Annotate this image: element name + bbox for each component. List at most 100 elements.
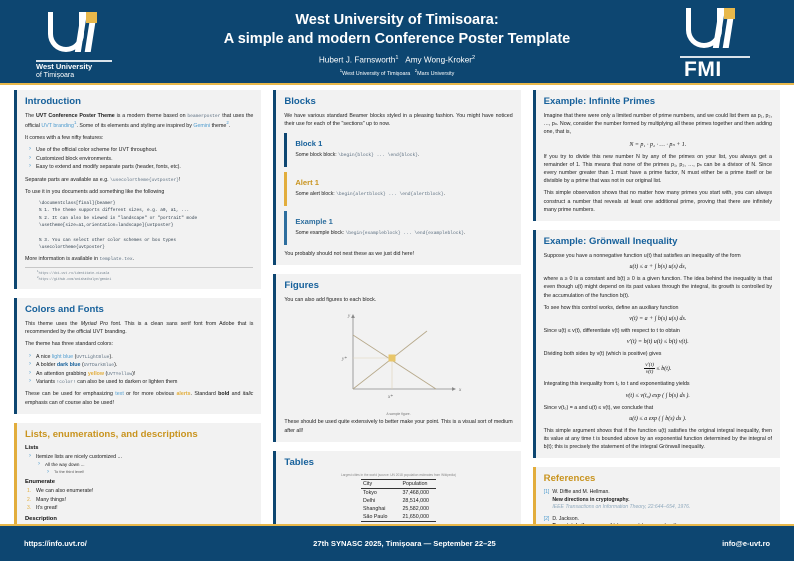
intro-footnote-marker-1[interactable]: 1: [73, 120, 77, 126]
cell-population: 21,650,000: [394, 512, 436, 522]
footer-email-link[interactable]: info@e-uvt.ro: [722, 539, 770, 548]
footnote-1[interactable]: 1https://dci.uvt.ro/identitate-vizuala: [37, 270, 253, 276]
table-col-city: City: [361, 478, 395, 489]
footnote-2-marker: 2: [37, 276, 39, 280]
column-left: Introduction The UVT Conference Poster T…: [14, 90, 262, 547]
cell-population: 28,514,000: [402, 497, 429, 504]
table-header-row: City Population: [361, 478, 436, 489]
color-item-1-code: UVTDarkBlue: [83, 363, 115, 369]
footer-website-link[interactable]: https://info.uvt.ro/: [24, 539, 87, 548]
svg-text:x*: x*: [387, 395, 393, 400]
colors-bold-word: bold: [218, 391, 230, 398]
primes-paragraph-2: If you try to divide this new number N b…: [543, 153, 772, 185]
footnote-1-url[interactable]: https://dci.uvt.ro/identitate-vizuala: [38, 271, 110, 276]
gronwall-paragraph-8: This simple argument shows that if the f…: [543, 427, 772, 451]
intro-paragraph-1: The UVT Conference Poster Theme is a mod…: [25, 112, 253, 130]
block-figures-title: Figures: [284, 280, 319, 292]
colors-paragraph-1: This theme uses the Myriad Pro font. Thi…: [25, 320, 253, 336]
column-middle: Blocks We have various standard Beamer b…: [273, 90, 521, 551]
block-figures: Figures You can also add figures to each…: [273, 274, 521, 442]
block-block-1: Block 1 Some block block: \begin{block} …: [284, 133, 513, 168]
colors-font-name: Myriad Pro: [80, 320, 109, 327]
colors-p3-a: These can be used for emphasizing: [25, 391, 116, 398]
intro-branding-link[interactable]: UVT branding: [41, 122, 74, 129]
cell-city: Delhi: [363, 497, 376, 504]
block1-code-end: \end{block}: [387, 153, 419, 159]
intro-paragraph-5: More information is available in templat…: [25, 255, 253, 263]
fmi-logo-right: FMI: [644, 0, 794, 83]
poster-footer: https://info.uvt.ro/ 27th SYNASC 2025, T…: [0, 524, 794, 561]
poster-authors: Hubert J. Farnsworth1 Amy Wong-Kroker2: [150, 55, 644, 65]
cell-population: 25,582,000: [402, 505, 429, 512]
colors-list: A nice light blue (UVTLightBlue). A bold…: [25, 352, 253, 388]
list-item: We can also enumerate!: [27, 487, 94, 495]
block-alert-1-text: Some alert block: \begin{alertblock} ...…: [295, 191, 504, 199]
colors-p1-a: This theme uses the: [25, 320, 81, 327]
block-introduction-title: Introduction: [25, 96, 81, 107]
gronwall-paragraph-3: To see how this control works, define an…: [543, 304, 679, 311]
list-item: Many things!: [27, 496, 67, 504]
supply-demand-chart-svg: y x y* x*: [341, 314, 462, 400]
reference-title: New directions in cryptography.: [552, 496, 630, 503]
example1-code-end: \end{exampleblock}: [414, 231, 465, 237]
author-2: Amy Wong-Kroker: [405, 55, 472, 65]
lists-subhead-lists: Lists: [25, 444, 39, 451]
colors-p3-c: . Standard: [190, 391, 219, 398]
block1-mid: ...: [373, 153, 388, 159]
gronwall-frac-rhs: ≤ b(t).: [656, 366, 672, 373]
list-item: A nice light blue (UVTLightBlue).: [29, 352, 253, 362]
block-alert-1-title: Alert 1: [295, 178, 319, 188]
poster-body-columns: Introduction The UVT Conference Poster T…: [0, 85, 794, 551]
intro-footnote-marker-2[interactable]: 2: [226, 120, 229, 126]
intro-gemini-link[interactable]: Gemini: [193, 122, 211, 129]
list-item: An attention grabbing yellow (UVTYellow)…: [29, 368, 253, 378]
color-item-0-highlight: light blue: [51, 353, 74, 360]
color-item-0-pre: A nice: [36, 353, 52, 360]
intro-footnotes: 1https://dci.uvt.ro/identitate-vizuala 2…: [25, 267, 254, 282]
sample-figure: y x y* x* A sample figure.: [284, 309, 512, 416]
poster-title-line1: West University of Timisoara:: [295, 11, 499, 28]
intro-p5-b: .: [132, 256, 135, 263]
gronwall-frac-denominator: v(t): [645, 369, 654, 376]
colors-emph-alerts: alerts: [176, 391, 191, 398]
header-gold-rule: [0, 83, 794, 85]
gronwall-equation-5: v(t) ≤ v(t₀) exp ( ∫ b(s) ds ).: [625, 392, 690, 399]
block-block-1-text: Some block block: \begin{block} ... \end…: [295, 152, 504, 160]
color-item-2-pre: An attention grabbing: [36, 370, 88, 377]
gronwall-fraction: v'(t) v(t): [644, 362, 655, 375]
block-references-title: References: [543, 473, 596, 485]
block-example-1-title: Example 1: [295, 217, 333, 227]
reference-authors: W. Diffie and M. Hellman.: [552, 489, 610, 496]
color-item-2-post: !: [133, 370, 136, 377]
block-tables-title: Tables: [284, 456, 315, 468]
reference-authors: D. Jackson.: [552, 515, 579, 522]
block-example-1-text: Some example block: \begin{exampleblock}…: [295, 230, 504, 238]
intro-paragraph-4: To use it in you documents add something…: [25, 188, 165, 195]
lists-itemize-demo: Itemize lists are nicely customized ... …: [25, 452, 253, 478]
uvt-logo-mark-icon: [48, 12, 100, 56]
colors-p1-b: font. This is a clean sans serif font fr…: [25, 320, 254, 336]
affil-1-marker: 1: [339, 67, 343, 73]
footnote-2[interactable]: 2https://github.com/anishathalye/gemini: [37, 276, 253, 282]
intro-usecolortheme-code: \usecolortheme{uvtposter}: [110, 177, 180, 183]
logo-left-caption: West University of Timișoara: [36, 62, 92, 80]
color-item-1-highlight: dark blue: [56, 362, 81, 369]
color-item-0-code: UVTLightBlue: [76, 354, 110, 360]
intro-p3-b: !: [179, 176, 181, 183]
colors-variants-code: !color!: [56, 379, 76, 385]
list-item: All the way down ... To the third level!: [38, 460, 253, 477]
gronwall-equation-2: v(t) = a + ∫ b(s) u(s) ds.: [629, 316, 687, 323]
poster-title-group: West University of Timisoara: A simple a…: [150, 7, 644, 77]
intro-p1-b: is a modern theme based on: [114, 113, 188, 119]
logo-divider-right: [680, 56, 750, 58]
uvt-logo-left: West University of Timișoara: [0, 0, 150, 83]
footnote-2-url[interactable]: https://github.com/anishathalye/gemini: [38, 277, 112, 282]
population-table: City Population Tokyo 37,468,000 Delhi 28,…: [361, 478, 436, 522]
author-1: Hubert J. Farnsworth: [318, 55, 396, 65]
tables-figure: Largest cities in the world (source: UN …: [284, 473, 512, 522]
svg-text:y: y: [347, 314, 351, 319]
block-blocks: Blocks We have various standard Beamer b…: [273, 90, 521, 266]
block-blocks-title: Blocks: [284, 96, 316, 107]
footer-content: https://info.uvt.ro/ 27th SYNASC 2025, T…: [0, 526, 794, 561]
gronwall-paragraph-4: Since u(t) ≤ v(t), differentiate v(t) wi…: [543, 328, 680, 335]
